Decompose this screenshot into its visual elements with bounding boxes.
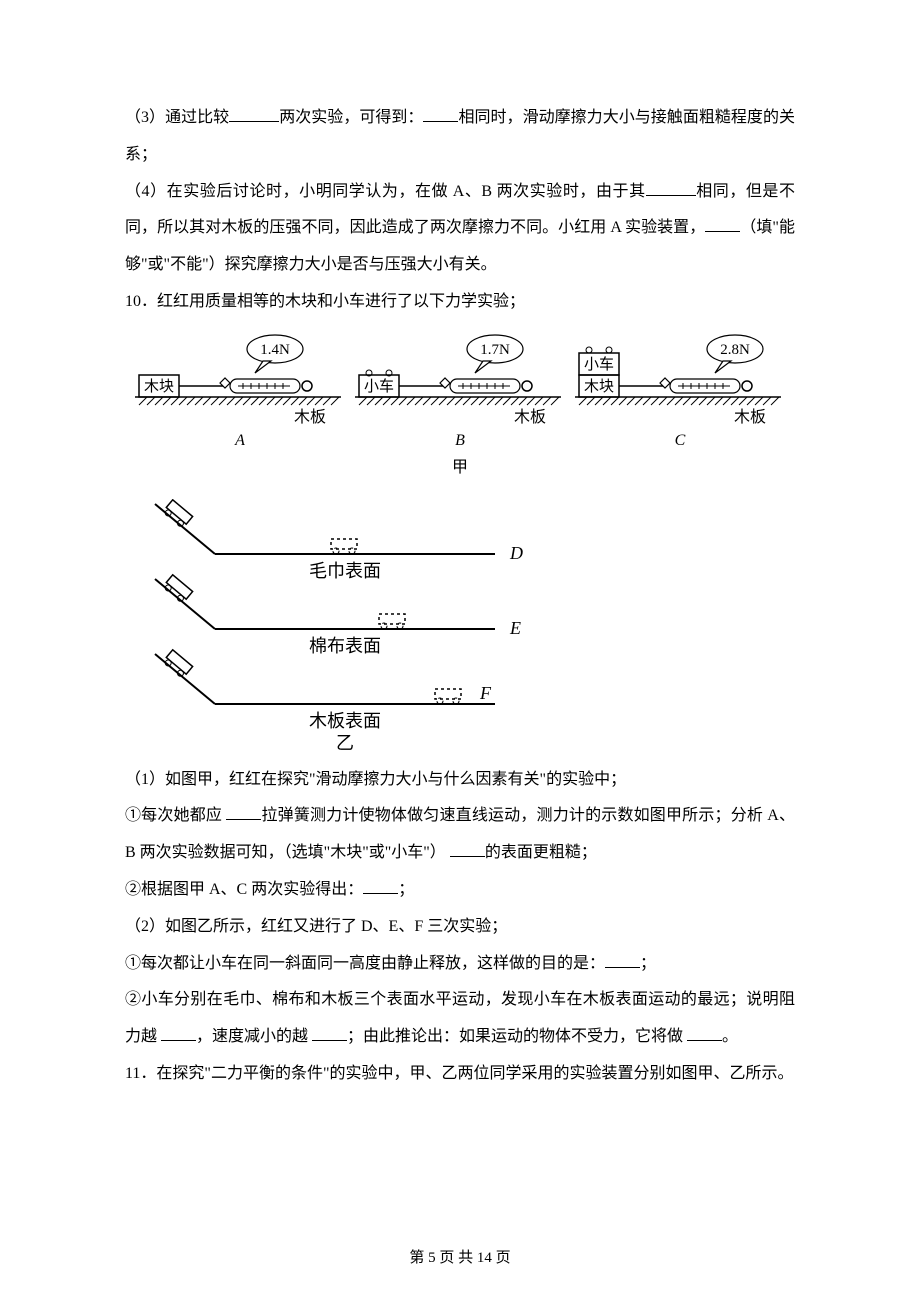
- blank: [646, 180, 696, 196]
- q10-p2-2-c: ；由此推论出：如果运动的物体不受力，它将做: [347, 1028, 687, 1045]
- hatch-icon: [139, 397, 339, 405]
- caption-yi: 乙: [336, 733, 354, 753]
- blank: [687, 1025, 722, 1041]
- block-b: 小车: [364, 378, 394, 395]
- q10-p1: （1）如图甲，红红在探究"滑动摩擦力大小与什么因素有关"的实验中；: [125, 762, 795, 799]
- caption-jia: 甲: [125, 450, 795, 487]
- figure-yi: D 毛巾表面 E 棉布表面: [125, 499, 795, 754]
- blank: [605, 952, 640, 968]
- q10-p2-1: ①每次都让小车在同一斜面同一高度由静止释放，这样做的目的是： ；: [125, 946, 795, 983]
- footer-post: 页: [492, 1250, 511, 1266]
- spring-scale-icon: [660, 378, 752, 393]
- incline-e: E 棉布表面: [155, 574, 521, 655]
- footer-mid: 页 共: [436, 1250, 477, 1266]
- setup-b: 1.7N 小车 木板 B: [355, 333, 565, 448]
- reading-c: 2.8N: [720, 342, 750, 358]
- setup-c: 2.8N 小车 木块: [575, 333, 785, 448]
- figure-jia: 1.4N 木块 木板: [125, 333, 795, 487]
- surface-f: 木板表面: [309, 711, 381, 731]
- surface-d: 毛巾表面: [309, 561, 381, 581]
- spring-scale-icon: [220, 378, 312, 393]
- q9-p3-text-a: （3）通过比较: [125, 109, 229, 126]
- incline-f: F 木板表面: [155, 649, 495, 730]
- q9-p4-text-a: （4）在实验后讨论时，小明同学认为，在做 A、B 两次实验时，由于其: [125, 183, 646, 200]
- blank: [705, 216, 740, 232]
- letter-c: C: [675, 432, 686, 448]
- block-a: 木块: [144, 378, 174, 395]
- footer-cur: 5: [428, 1250, 436, 1266]
- reading-b: 1.7N: [480, 342, 510, 358]
- q10-p2-2-d: 。: [722, 1028, 738, 1045]
- surface-e: 棉布表面: [309, 636, 381, 656]
- hatch-icon: [359, 397, 559, 405]
- reading-a: 1.4N: [260, 342, 290, 358]
- q9-p3-text-b: 两次实验，可得到：: [279, 109, 423, 126]
- page-content: （3）通过比较两次实验，可得到：相同时，滑动摩擦力大小与接触面粗糙程度的关系； …: [0, 0, 920, 1093]
- q10-p2-1-a: ①每次都让小车在同一斜面同一高度由静止释放，这样做的目的是：: [125, 955, 605, 972]
- footer-total: 14: [477, 1250, 492, 1266]
- blank: [161, 1025, 196, 1041]
- q10-p2-2-b: ，速度减小的越: [196, 1028, 312, 1045]
- incline-d: D 毛巾表面: [155, 499, 523, 580]
- surface-b: 木板: [514, 408, 546, 426]
- spring-scale-icon: [440, 378, 532, 393]
- yi-svg: D 毛巾表面 E 棉布表面: [135, 499, 535, 754]
- q10-p1-2: ②根据图甲 A、C 两次实验得出： ；: [125, 872, 795, 909]
- q10-p1-1-a: ①每次她都应: [125, 807, 226, 824]
- letter-e: E: [509, 618, 521, 638]
- diagram-row-jia: 1.4N 木块 木板: [125, 333, 795, 448]
- q10-p2-1-b: ；: [640, 955, 656, 972]
- setup-a: 1.4N 木块 木板: [135, 333, 345, 448]
- letter-d: D: [509, 543, 523, 563]
- q10-intro: 10．红红用质量相等的木块和小车进行了以下力学实验；: [125, 284, 795, 321]
- blank: [423, 106, 458, 122]
- q10-p1-1-c: 的表面更粗糙；: [485, 844, 597, 861]
- q10-p2-2: ②小车分别在毛巾、棉布和木板三个表面水平运动，发现小车在木板表面运动的最远；说明…: [125, 982, 795, 1056]
- blank: [363, 878, 398, 894]
- blank: [312, 1025, 347, 1041]
- q9-p3: （3）通过比较两次实验，可得到：相同时，滑动摩擦力大小与接触面粗糙程度的关系；: [125, 100, 795, 174]
- top-c: 小车: [584, 356, 614, 373]
- hatch-icon: [579, 397, 779, 405]
- letter-f: F: [479, 683, 492, 703]
- surface-c: 木板: [734, 408, 766, 426]
- blank: [226, 804, 261, 820]
- block-c: 木块: [584, 378, 614, 395]
- q10-p1-2-b: ；: [398, 881, 414, 898]
- q10-p2: （2）如图乙所示，红红又进行了 D、E、F 三次实验；: [125, 909, 795, 946]
- letter-b: B: [455, 432, 465, 448]
- q9-p4: （4）在实验后讨论时，小明同学认为，在做 A、B 两次实验时，由于其相同，但是不…: [125, 174, 795, 284]
- q10-p1-1: ①每次她都应 拉弹簧测力计使物体做匀速直线运动，测力计的示数如图甲所示；分析 A…: [125, 798, 795, 872]
- blank: [450, 841, 485, 857]
- q10-p1-2-a: ②根据图甲 A、C 两次实验得出：: [125, 881, 363, 898]
- q11-intro: 11．在探究"二力平衡的条件"的实验中，甲、乙两位同学采用的实验装置分别如图甲、…: [125, 1056, 795, 1093]
- letter-a: A: [234, 432, 245, 448]
- surface-a: 木板: [294, 408, 326, 426]
- footer-pre: 第: [409, 1250, 428, 1266]
- blank: [229, 106, 279, 122]
- page-footer: 第 5 页 共 14 页: [0, 1246, 920, 1267]
